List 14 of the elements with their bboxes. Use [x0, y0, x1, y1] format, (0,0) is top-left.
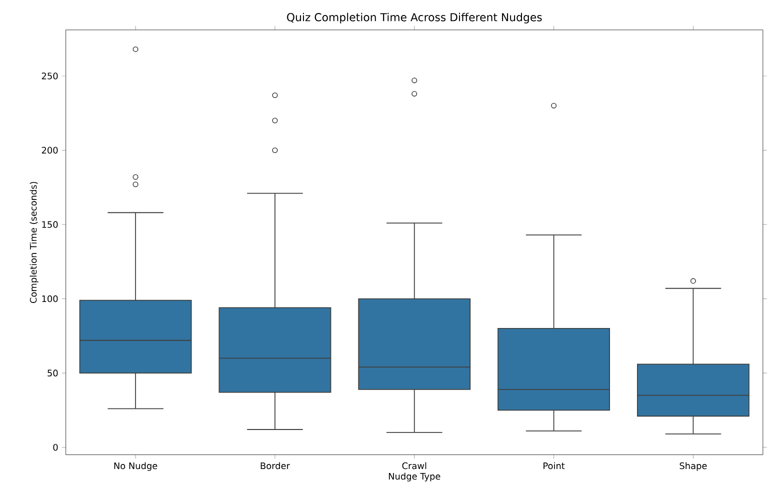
y-axis-title: Completion Time (seconds): [30, 182, 38, 304]
y-tick-label: 250: [42, 72, 58, 80]
y-tick-label: 100: [42, 296, 58, 302]
chart-title: Quiz Completion Time Across Different Nudges: [287, 13, 542, 24]
x-tick-label: Shape: [680, 462, 707, 472]
y-tick-label: 0: [53, 444, 58, 451]
x-tick-label: Crawl: [402, 462, 426, 470]
x-tick-label: No Nudge: [114, 462, 158, 472]
y-tick-label: 200: [42, 147, 58, 154]
x-tick-label: Point: [544, 462, 565, 470]
x-tick-label: Border: [260, 462, 290, 470]
x-axis-title: Nudge Type: [388, 472, 440, 482]
y-tick-label: 50: [48, 370, 58, 377]
y-tick-label: 150: [42, 221, 58, 228]
